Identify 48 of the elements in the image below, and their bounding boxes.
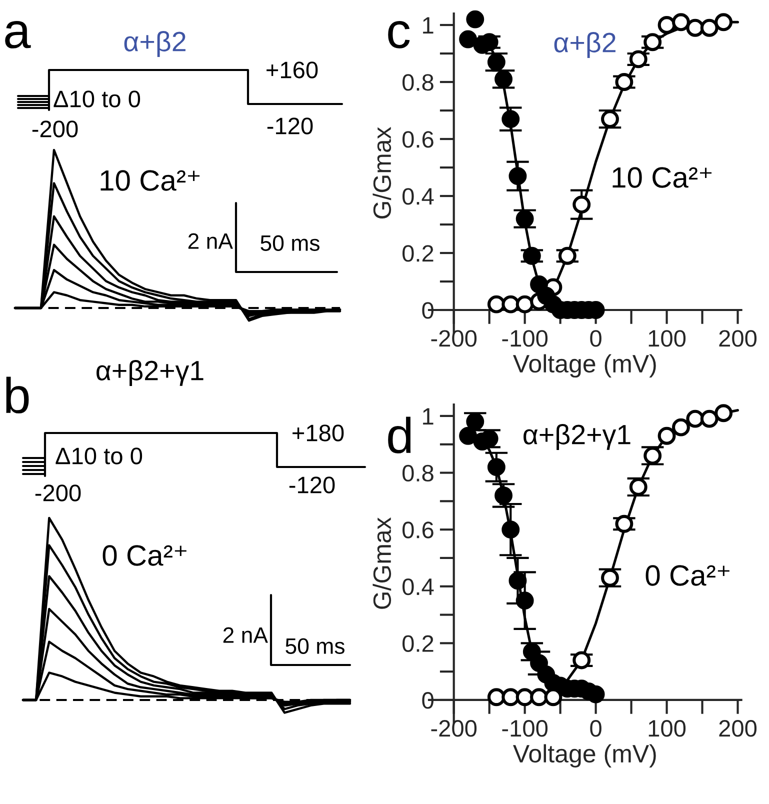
y-tick-label: 1 [423,408,434,425]
x-tick-label: -200 [431,330,477,347]
annotation: 2 nA [188,233,233,249]
x-axis-title: Voltage (mV) [513,744,656,768]
text: a [5,21,31,48]
x-tick-label: 0 [590,330,602,347]
y-tick-label: 1 [423,17,434,34]
text: Δ10 to 0 [56,448,142,464]
text: -120 [267,118,313,134]
y-tick-label: 0.8 [402,464,434,482]
annotation: 10 Ca²⁺ [612,167,712,188]
text: -200 [35,484,81,502]
text: -200 [32,120,78,138]
x-tick-label: 200 [719,720,757,737]
text: +180 [292,424,344,442]
y-tick-label: 0.8 [402,74,434,91]
x-tick-label: 100 [648,330,686,347]
x-tick-label: 100 [648,720,686,737]
y-tick-label: 0.4 [402,188,434,205]
annotation: α+β2 [554,32,616,58]
y-tick-label: 0.4 [402,578,434,596]
annotation: 50 ms [286,638,344,654]
x-axis-title: Voltage (mV) [513,354,656,378]
x-tick-label: 0 [590,720,602,737]
annotation: 0 Ca²⁺ [646,565,730,586]
text: Δ10 to 0 [54,90,140,108]
x-tick-label: -100 [502,720,548,737]
text: b [6,376,29,414]
text: -120 [289,476,335,494]
text: d [388,416,411,454]
y-tick-label: 0.2 [402,635,434,652]
y-tick-label: 0.2 [402,245,434,262]
x-tick-label: -200 [431,720,477,737]
x-tick-label: -100 [502,330,548,347]
annotation: 0 Ca²⁺ [102,545,186,566]
annotation: 2 nA [223,627,268,643]
annotation: 10 Ca²⁺ [100,170,200,191]
x-tick-label: 200 [719,330,757,347]
y-tick-label: 0.6 [402,131,434,148]
text: c [388,21,410,48]
y-axis-title: G/Gmax [372,126,392,218]
chart-title: α+β2 [124,31,186,57]
y-tick-label: 0.6 [402,522,434,538]
annotation: 50 ms [260,235,320,251]
text: +160 [266,62,318,78]
y-axis-title: G/Gmax [372,517,392,609]
chart-title: α+β2+γ1 [96,360,204,386]
annotation: α+β2+γ1 [524,424,630,450]
